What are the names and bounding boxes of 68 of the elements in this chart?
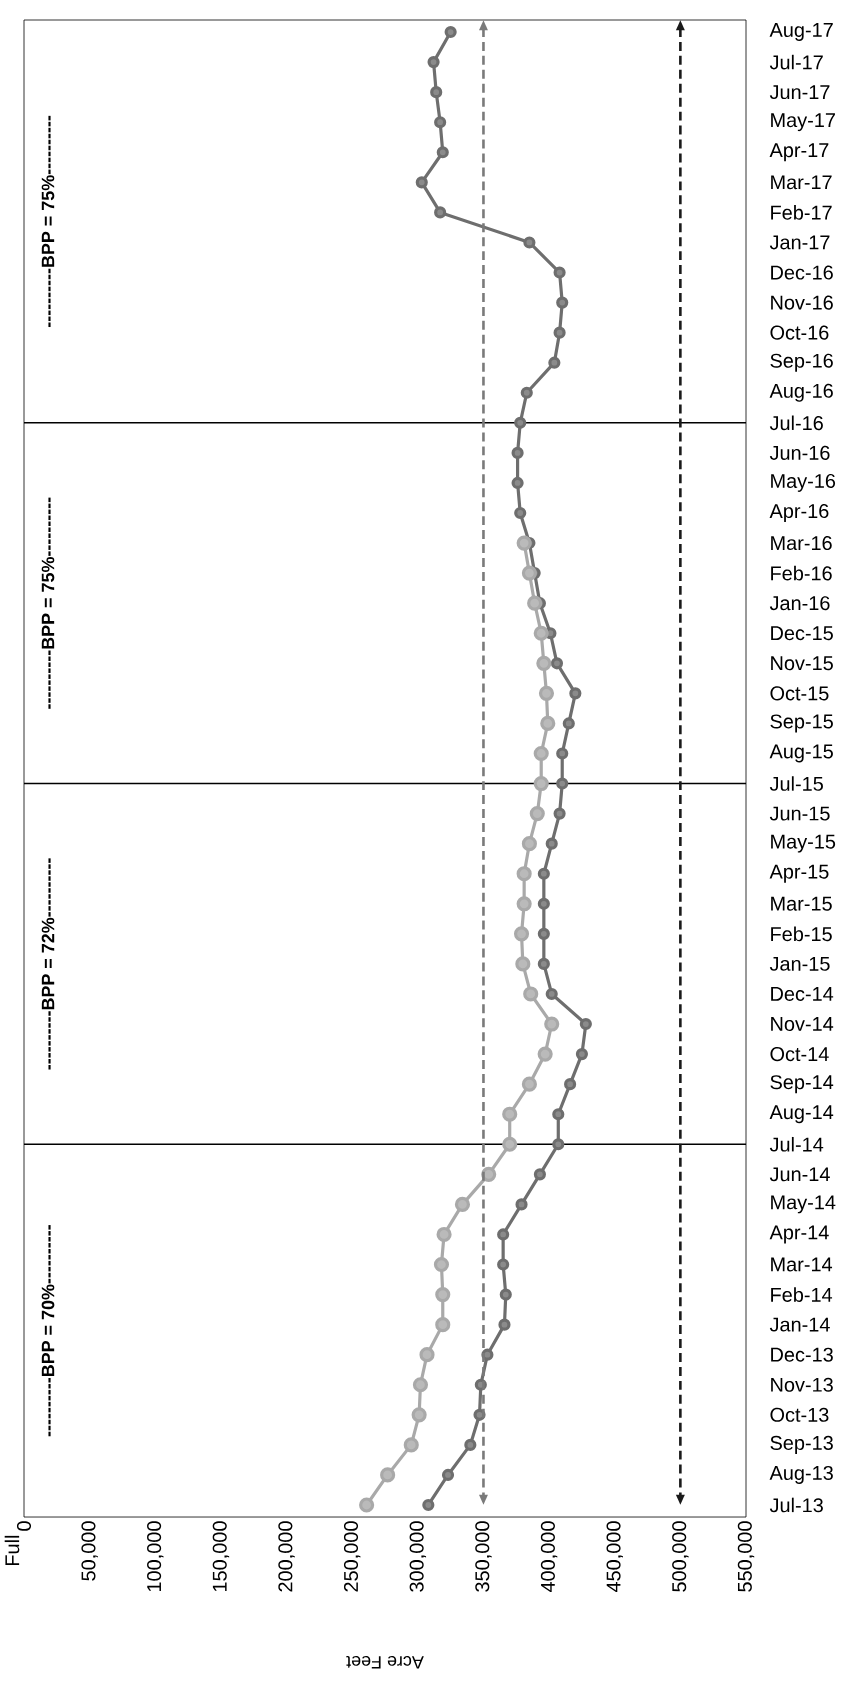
y-tick-label: Sep-13 [770, 1435, 833, 1454]
y-tick-label: Jul-15 [769, 776, 823, 791]
x-tick-label: 450,000 [606, 1521, 623, 1593]
y-tick-label: Sep-16 [770, 353, 833, 372]
y-tick-label: Apr-15 [769, 864, 829, 883]
y-tick-label: Feb-16 [771, 565, 832, 581]
y-tick-label: May-17 [771, 113, 835, 132]
y-tick-label: Dec-13 [771, 1347, 833, 1362]
y-tick-label: Nov-16 [771, 295, 833, 310]
x-tick-label: 250,000 [343, 1521, 361, 1592]
y-tick-label: Apr-14 [769, 1225, 829, 1244]
y-tick-label: Jul-17 [769, 54, 823, 70]
annotation: ----------BPP = 70%---------- [41, 1225, 55, 1437]
y-tick-label: Mar-17 [771, 175, 832, 190]
y-tick-label: Jan-17 [769, 235, 830, 250]
y-tick-label: Dec-15 [771, 626, 833, 641]
y-tick-label: Apr-16 [769, 503, 829, 523]
y-tick-label: Mar-14 [771, 1257, 833, 1272]
y-tick-label: Nov-15 [771, 656, 833, 671]
y-tick-label: Jul-13 [769, 1497, 823, 1513]
x-tick-label: 150,000 [212, 1521, 230, 1592]
y-tick-label: Mar-15 [771, 896, 832, 911]
annotation: ----------BPP = 72%---------- [41, 858, 55, 1070]
x-tick-label: 550,000 [737, 1521, 755, 1592]
y-tick-label: Apr-17 [769, 143, 829, 162]
x-tick-label: 0 [16, 1521, 32, 1531]
y-tick-label: Jun-14 [769, 1167, 830, 1182]
y-tick-label: Oct-15 [770, 686, 829, 701]
x-tick-label: 50,000 [81, 1521, 98, 1581]
y-tick-label: Jul-16 [769, 415, 823, 431]
x-tick-label: 100,000 [147, 1521, 164, 1592]
y-tick-label: Dec-16 [771, 265, 833, 280]
y-tick-label: May-14 [771, 1195, 836, 1214]
y-tick-label: Sep-15 [770, 714, 833, 733]
y-tick-label: Aug-14 [769, 1105, 834, 1124]
y-tick-label: Feb-14 [771, 1287, 833, 1302]
y-tick-label: Feb-17 [771, 205, 832, 220]
y-tick-label: Oct-14 [770, 1047, 829, 1062]
y-tick-label: Jun-16 [769, 445, 830, 460]
y-tick-label: Jul-14 [769, 1136, 824, 1152]
y-tick-label: Oct-13 [770, 1407, 829, 1422]
annotation: ----------BPP = 75%---------- [41, 497, 55, 709]
y-tick-label: Aug-16 [769, 383, 833, 402]
y-tick-label: Jan-16 [769, 596, 830, 611]
x-tick-label: 300,000 [409, 1521, 427, 1592]
x-tick-label: 350,000 [475, 1521, 492, 1592]
x-axis-title: Acre Feet [346, 1655, 424, 1669]
y-tick-label: Dec-14 [771, 987, 834, 1001]
y-tick-label: Aug-13 [769, 1465, 833, 1484]
y-tick-label: Nov-14 [771, 1017, 834, 1031]
annotation: ----------BPP = 75%---------- [41, 115, 55, 328]
y-tick-label: Oct-16 [770, 325, 829, 340]
y-tick-label: Feb-15 [771, 926, 832, 942]
y-tick-label: May-16 [771, 473, 836, 492]
y-tick-label: Jun-15 [769, 806, 830, 821]
y-tick-label: Aug-17 [769, 23, 833, 41]
y-tick-label: Jan-15 [769, 956, 830, 971]
text: Full [4, 1535, 20, 1566]
y-tick-label: Sep-14 [770, 1075, 834, 1094]
y-tick-label: Nov-13 [771, 1377, 833, 1392]
y-tick-label: Jun-17 [769, 85, 830, 100]
y-tick-label: Jan-14 [769, 1317, 830, 1332]
y-tick-label: May-15 [771, 834, 836, 853]
y-tick-label: Mar-16 [771, 536, 832, 551]
x-tick-label: 500,000 [672, 1521, 689, 1592]
x-tick-label: 400,000 [540, 1521, 558, 1593]
y-tick-label: Aug-15 [769, 744, 833, 763]
x-tick-label: 200,000 [278, 1521, 295, 1592]
